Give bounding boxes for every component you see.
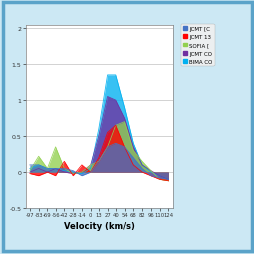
X-axis label: Velocity (km/s): Velocity (km/s) [64,221,134,231]
Legend: JCMT [C, JCMT 13, SOFIA [, JCMT CO, BIMA CO: JCMT [C, JCMT 13, SOFIA [, JCMT CO, BIMA… [180,24,214,67]
